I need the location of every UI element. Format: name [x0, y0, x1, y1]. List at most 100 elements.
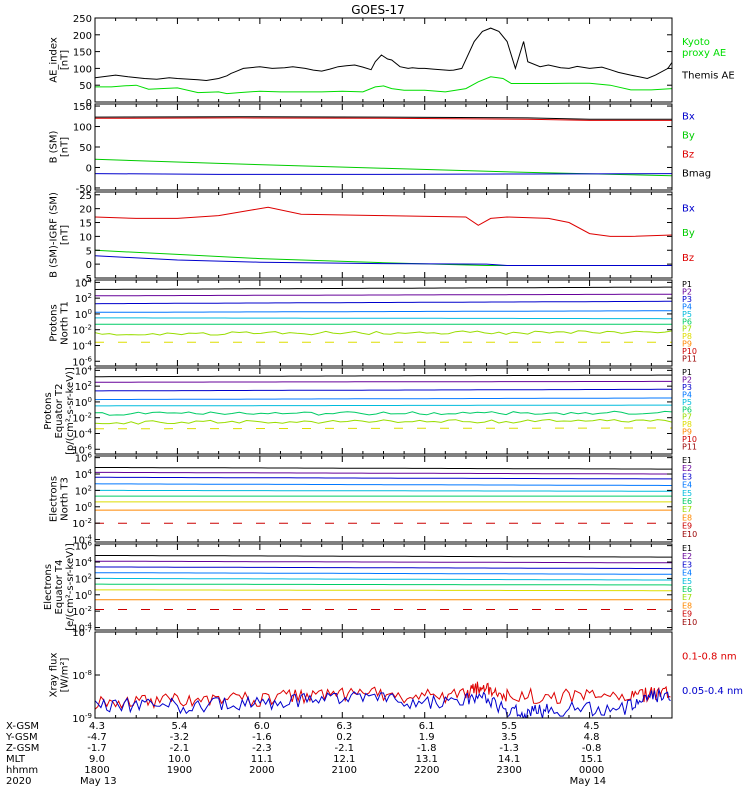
- x-axis-value: 6.3: [336, 721, 352, 732]
- x-axis-value: -1.3: [499, 743, 519, 754]
- y-tick-label: 0: [86, 163, 92, 174]
- y-tick-label: 10-7: [72, 626, 92, 639]
- x-axis-value: May 14: [570, 776, 607, 787]
- x-axis-value: 2200: [414, 765, 439, 776]
- panel-series: [95, 681, 671, 718]
- y-tick-label: -5: [82, 274, 92, 285]
- series-line-p5: [95, 404, 672, 407]
- x-axis-row-label: Y-GSM: [5, 732, 38, 743]
- y-tick-label: 150: [73, 102, 92, 113]
- legend-entry: P9: [682, 340, 692, 349]
- legend-entry: P7: [682, 325, 692, 334]
- legend-entry: By: [682, 228, 695, 239]
- panel-3: 25 20 15 10 5 0 -5 B (SM)-IGRF (SM) [nT] Bx By Bz: [49, 191, 695, 285]
- series-line-e6: [95, 583, 672, 586]
- legend-entry: E7: [682, 593, 692, 602]
- legend-entry: 0.05-0.4 nm: [682, 686, 743, 697]
- series-line-e3: [95, 476, 672, 480]
- x-axis-value: 2100: [332, 765, 357, 776]
- legend-entry: E1: [682, 456, 692, 465]
- x-axis-value: May 13: [80, 776, 117, 787]
- legend-entry: Bmag: [682, 169, 711, 180]
- panel-series: [95, 116, 672, 177]
- series-line-0-1-0-8-nm: [95, 681, 671, 710]
- legend-entry: E8: [682, 601, 692, 610]
- x-axis-value: 15.1: [580, 754, 602, 765]
- series-line-e2: [95, 471, 672, 475]
- x-axis-value: 12.1: [333, 754, 355, 765]
- x-axis-value: 9.0: [89, 754, 105, 765]
- y-axis-label: AE_index: [49, 37, 60, 83]
- panel-frame: [94, 367, 673, 455]
- x-axis-value: 13.1: [416, 754, 438, 765]
- legend-entry: P6: [682, 405, 692, 414]
- series-line-e4: [95, 572, 672, 575]
- x-axis-value: 4.8: [584, 732, 600, 743]
- series-line-p4: [95, 310, 672, 313]
- x-axis-value: 6.1: [419, 721, 435, 732]
- y-axis-label: [nT]: [60, 225, 71, 245]
- legend-entry: P3: [682, 383, 692, 392]
- legend-entry: P1: [682, 280, 692, 289]
- legend-entry: P10: [682, 435, 697, 444]
- panel-series: [95, 555, 672, 610]
- y-tick-label: 5: [86, 246, 92, 257]
- series-line-p1: [95, 286, 672, 290]
- y-tick-label: 15: [79, 219, 92, 230]
- y-axis-label: Equator T4: [54, 560, 65, 615]
- x-axis-value: -0.8: [582, 743, 602, 754]
- y-axis-label: [p/(cm²-s-sr-keV)]: [65, 367, 76, 455]
- x-axis-row-label: X-GSM: [6, 721, 39, 732]
- x-axis-value: -1.6: [252, 732, 272, 743]
- legend-entry: P3: [682, 295, 692, 304]
- legend-entry: Bx: [682, 204, 695, 215]
- x-axis-value: 4.3: [89, 721, 105, 732]
- legend-entry: Bz: [682, 150, 694, 161]
- legend-entry: Bx: [682, 111, 695, 122]
- legend-entry: E6: [682, 585, 692, 594]
- series-line-p7: [95, 418, 672, 425]
- y-axis-label: B (SM): [49, 130, 60, 163]
- panel-frame: [94, 17, 673, 103]
- x-axis-value: 1800: [84, 765, 109, 776]
- y-axis-label: [nT]: [60, 137, 71, 157]
- x-axis-value: -1.7: [87, 743, 107, 754]
- legend-entry: P6: [682, 317, 692, 326]
- series-line-p3: [95, 388, 672, 392]
- series-line-e3: [95, 566, 672, 570]
- legend-entry: E1: [682, 544, 692, 553]
- y-tick-label: 10-2: [72, 324, 92, 337]
- x-axis-value: 0000: [579, 765, 604, 776]
- series-line-bx: [95, 255, 672, 266]
- chart-title: GOES-17: [351, 3, 405, 17]
- y-tick-label: 150: [73, 48, 92, 59]
- y-axis-label: Protons: [43, 392, 54, 429]
- x-axis-value: 14.1: [498, 754, 520, 765]
- panel-series: [95, 206, 672, 266]
- legend-entry: P1: [682, 368, 692, 377]
- y-tick-label: 100: [73, 64, 92, 75]
- y-tick-label: 0: [86, 98, 92, 109]
- series-line-bmag: [95, 116, 672, 120]
- legend-entry: P7: [682, 413, 692, 422]
- series-line-bz: [95, 117, 672, 121]
- y-tick-label: 100: [73, 123, 92, 134]
- x-axis-value: 3.5: [501, 732, 517, 743]
- x-axis-value: 0.2: [336, 732, 352, 743]
- panel-2: 150 100 50 0 -50 B (SM) [nT] Bx By Bz Bmag: [49, 102, 712, 195]
- x-axis-row-label: 2020: [6, 776, 31, 787]
- x-axis-value: 1.9: [419, 732, 435, 743]
- x-axis-value: 6.0: [254, 721, 270, 732]
- y-axis-label: B (SM)-IGRF (SM): [49, 192, 60, 278]
- legend-entry: E3: [682, 560, 692, 569]
- x-axis-value: 1900: [167, 765, 192, 776]
- legend-entry: E6: [682, 497, 692, 506]
- legend-entry: E10: [682, 618, 697, 627]
- y-tick-label: 104: [75, 276, 93, 289]
- legend-entry: P5: [682, 310, 692, 319]
- x-axis-value: 5.5: [501, 721, 517, 732]
- legend-entry: 0.1-0.8 nm: [682, 652, 737, 663]
